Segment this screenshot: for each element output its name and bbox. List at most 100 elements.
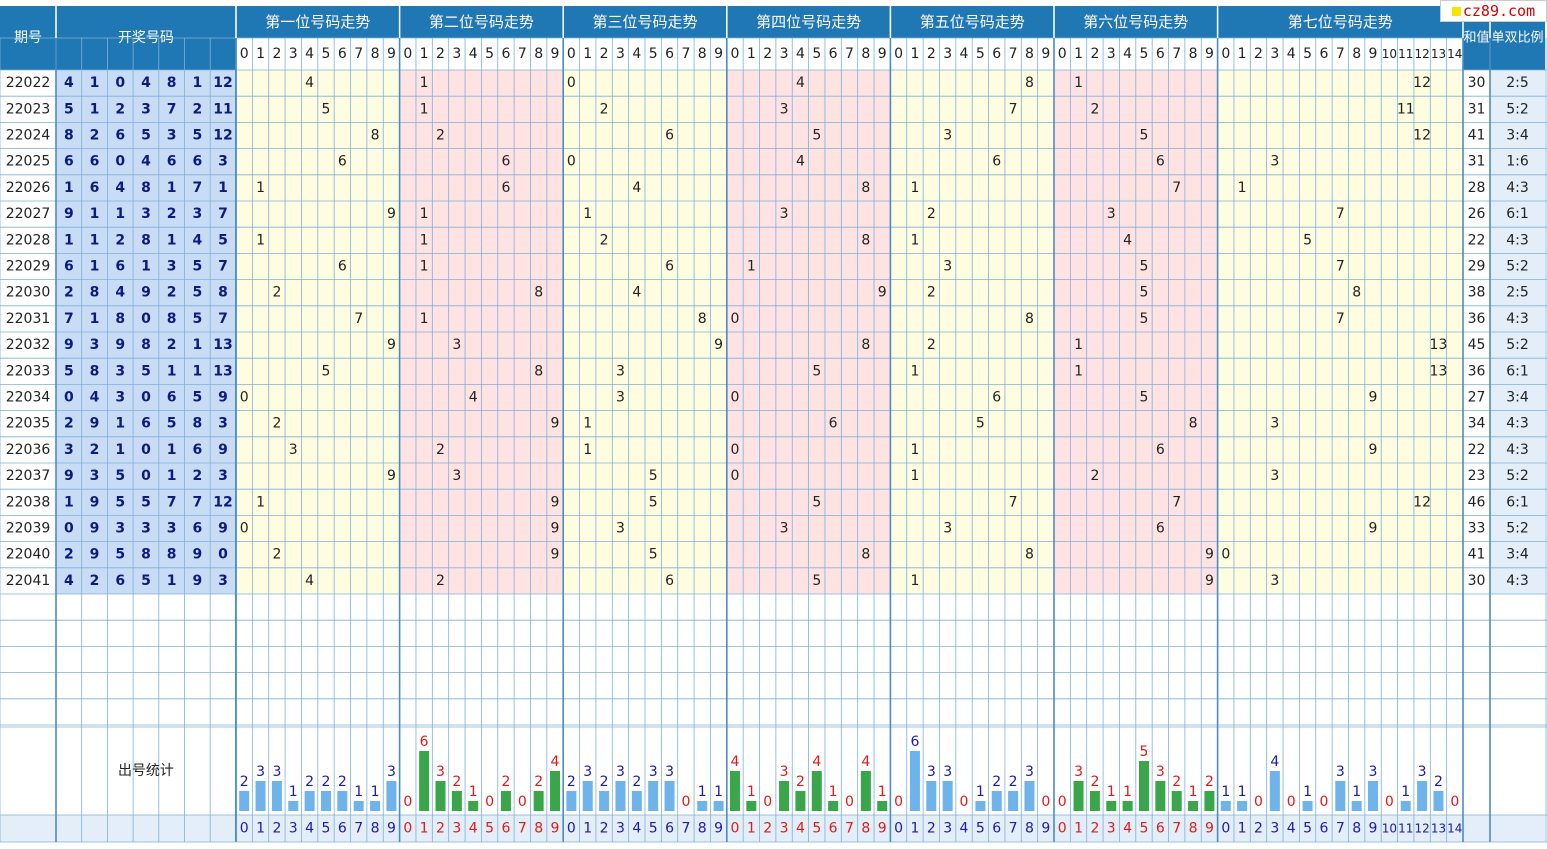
draw-number: 3: [141, 101, 151, 117]
footer-digit: 2: [436, 821, 445, 837]
digit-header: 1: [256, 46, 265, 62]
draw-number: 8: [218, 285, 228, 301]
trend-mark: 12: [1413, 128, 1431, 144]
trend-mark: 2: [436, 573, 445, 589]
digit-header: 2: [927, 46, 936, 62]
footer-digit: 6: [1156, 821, 1165, 837]
footer-digit: 5: [976, 821, 985, 837]
digit-header: 7: [518, 46, 527, 62]
trend-mark: 1: [256, 494, 265, 510]
trend-mark: 0: [567, 154, 576, 170]
digit-header: 0: [567, 46, 576, 62]
stat-bar: [926, 781, 937, 811]
draw-number: 2: [90, 442, 100, 458]
stat-bar: [337, 791, 348, 811]
draw-number: 0: [64, 521, 74, 537]
trend-mark: 1: [420, 75, 429, 91]
stat-count: 0: [485, 794, 494, 810]
footer-digit: 3: [780, 821, 789, 837]
trend-mark: 6: [338, 154, 347, 170]
trend-mark: 6: [1156, 442, 1165, 458]
trend-mark: 9: [1205, 547, 1214, 563]
stat-count: 0: [1450, 794, 1459, 810]
trend-mark: 6: [1156, 154, 1165, 170]
footer-digit: 4: [305, 821, 314, 837]
stat-count: 1: [371, 784, 380, 800]
stat-bar: [795, 791, 806, 811]
trend-mark: 1: [420, 259, 429, 275]
ratio-cell: 4:3: [1506, 573, 1529, 589]
trend-mark: 0: [731, 442, 740, 458]
trend-mark: 2: [272, 547, 281, 563]
trend-mark: 6: [829, 416, 838, 432]
sum-cell: 41: [1468, 547, 1486, 563]
footer-digit: 7: [1336, 821, 1345, 837]
footer-digit: 2: [763, 821, 772, 837]
draw-number: 5: [218, 232, 228, 248]
draw-number: 7: [218, 311, 228, 327]
footer-digit: 8: [1352, 821, 1361, 837]
draw-number: 1: [192, 363, 202, 379]
digit-header-bg: [1217, 38, 1463, 70]
draw-number: 7: [192, 494, 202, 510]
footer-digit: 4: [632, 821, 641, 837]
trend-mark: 1: [583, 442, 592, 458]
trend-mark: 2: [436, 442, 445, 458]
footer-digit: 10: [1382, 822, 1397, 836]
position-title-1: 第一位号码走势: [265, 13, 370, 31]
stat-count: 0: [1287, 794, 1296, 810]
site-logo[interactable]: cz89.com: [1440, 0, 1547, 22]
digit-header: 4: [1123, 46, 1132, 62]
stat-count: 0: [1058, 794, 1067, 810]
stat-count: 0: [1041, 794, 1050, 810]
stat-count: 2: [501, 774, 510, 790]
draw-number: 1: [115, 442, 125, 458]
stat-bar: [729, 771, 740, 811]
sum-cell: 22: [1468, 442, 1486, 458]
footer-digit: 7: [845, 821, 854, 837]
trend-mark: 2: [1090, 468, 1099, 484]
stat-bar: [877, 801, 888, 811]
stat-count: 6: [420, 734, 429, 750]
draw-number: 7: [192, 180, 202, 196]
stat-count: 1: [469, 784, 478, 800]
ratio-cell: 3:4: [1506, 390, 1529, 406]
trend-mark: 9: [1369, 390, 1378, 406]
draw-number: 9: [115, 337, 125, 353]
trend-mark: 5: [812, 494, 821, 510]
draw-number: 5: [141, 494, 151, 510]
stat-count: 3: [387, 764, 396, 780]
footer-digit: 4: [469, 821, 478, 837]
trend-mark: 0: [567, 75, 576, 91]
stats-label: 出号统计: [118, 763, 174, 779]
ratio-cell: 4:3: [1506, 311, 1529, 327]
sum-cell: 30: [1468, 75, 1486, 91]
ratio-cell: 5:2: [1506, 101, 1529, 117]
sum-cell: 34: [1468, 416, 1486, 432]
draw-number: 3: [192, 206, 202, 222]
trend-mark: 8: [861, 337, 870, 353]
stat-count: 0: [1254, 794, 1263, 810]
period-cell: 22040: [6, 547, 51, 563]
trend-mark: 3: [943, 521, 952, 537]
sum-cell: 31: [1468, 154, 1486, 170]
draw-number: 5: [167, 416, 177, 432]
digit-header: 0: [731, 46, 740, 62]
sum-cell: 31: [1468, 101, 1486, 117]
footer-digit: 1: [910, 821, 919, 837]
trend-mark: 11: [1397, 101, 1415, 117]
draw-number: 9: [218, 521, 228, 537]
position-title-4: 第四位号码走势: [756, 13, 861, 31]
stat-bar: [1188, 801, 1199, 811]
ratio-cell: 1:6: [1506, 154, 1529, 170]
stat-bar: [779, 781, 790, 811]
draw-number: 7: [167, 101, 177, 117]
stat-bar: [599, 791, 610, 811]
footer-digit: 1: [1074, 821, 1083, 837]
draw-number: 7: [218, 259, 228, 275]
draw-number: 13: [213, 363, 232, 379]
stat-count: 2: [600, 774, 609, 790]
trend-mark: 3: [1270, 573, 1279, 589]
trend-mark: 1: [256, 180, 265, 196]
draw-number: 9: [192, 547, 202, 563]
